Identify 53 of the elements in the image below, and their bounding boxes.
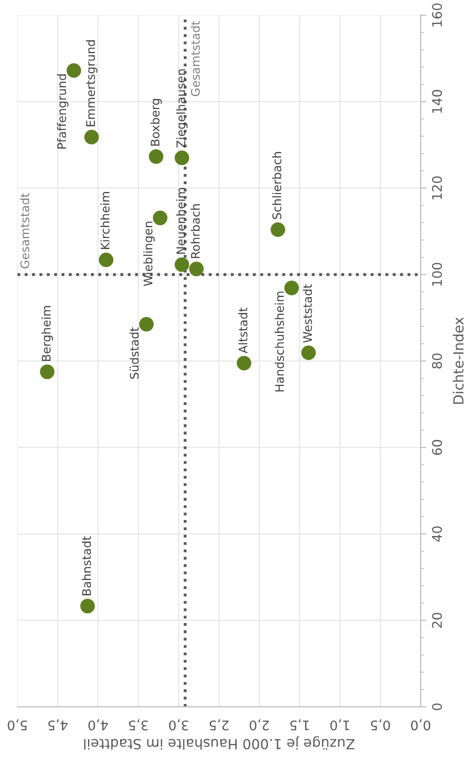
point bbox=[189, 262, 204, 276]
annotation: Bergheim bbox=[42, 306, 53, 361]
x-tick-label: 4,0 bbox=[88, 719, 108, 730]
y-tick-label: 160 bbox=[432, 3, 442, 26]
point bbox=[284, 280, 299, 296]
y-tick-label: 0 bbox=[432, 703, 442, 710]
annotation: Wieblingen bbox=[143, 222, 155, 286]
x-tick-label: 4,5 bbox=[48, 719, 68, 730]
annotation: Boxberg bbox=[150, 99, 162, 146]
point bbox=[84, 130, 99, 144]
annotation: Emmertsgrund bbox=[86, 40, 98, 126]
y-tick-label: 120 bbox=[432, 176, 442, 200]
annotation: Altstadt bbox=[238, 308, 248, 354]
x-tick-label: 3,5 bbox=[129, 719, 148, 730]
annotation: Südstadt bbox=[130, 327, 139, 379]
annotation: Bahnstadt bbox=[82, 536, 91, 596]
point bbox=[66, 63, 82, 78]
x-tick-label: 2,5 bbox=[210, 719, 229, 730]
y-tick-label: 80 bbox=[432, 353, 442, 368]
annotation: Handschuhsheim bbox=[274, 292, 284, 392]
annotation: Neuenheim bbox=[176, 188, 186, 254]
x-tick-label: 0,5 bbox=[370, 719, 390, 730]
y-tick-label: 140 bbox=[432, 90, 442, 113]
x-tick-label: 3,0 bbox=[169, 719, 188, 730]
y-axis-title: Dichte-Index bbox=[452, 317, 464, 404]
point bbox=[40, 364, 55, 380]
y-tick-label: 20 bbox=[432, 612, 442, 628]
point bbox=[236, 356, 252, 370]
x-tick-label: 5,0 bbox=[8, 719, 27, 730]
annotation: Rohrbach bbox=[190, 204, 200, 258]
point bbox=[174, 150, 190, 166]
point bbox=[148, 149, 164, 164]
x-tick-label: 1,5 bbox=[290, 719, 309, 730]
ref-line-label: Gesamtstadt bbox=[190, 21, 200, 96]
point bbox=[139, 316, 154, 332]
y-tick-label: 60 bbox=[432, 440, 442, 455]
annotation: Kirchheim bbox=[100, 192, 110, 249]
x-axis-title: Zuzüge je 1.000 Haushalte im Stadtteil bbox=[84, 736, 355, 750]
x-tick-label: 1,0 bbox=[330, 719, 350, 730]
point bbox=[301, 346, 316, 360]
point bbox=[174, 257, 190, 272]
point bbox=[270, 222, 286, 237]
x-tick-label: 0,0 bbox=[411, 719, 430, 730]
y-tick-label: 100 bbox=[432, 262, 442, 286]
annotation: Pfaffengrund bbox=[57, 74, 68, 149]
point bbox=[80, 598, 95, 614]
x-tick-label: 2,0 bbox=[250, 719, 269, 730]
ref-line-label: Gesamtstadt bbox=[20, 193, 30, 268]
y-tick-label: 40 bbox=[432, 526, 442, 542]
annotation: Ziegelhausen bbox=[176, 69, 188, 148]
point bbox=[98, 252, 114, 268]
annotation: Weststadt bbox=[302, 284, 312, 343]
annotation: Schlierbach bbox=[272, 152, 282, 220]
